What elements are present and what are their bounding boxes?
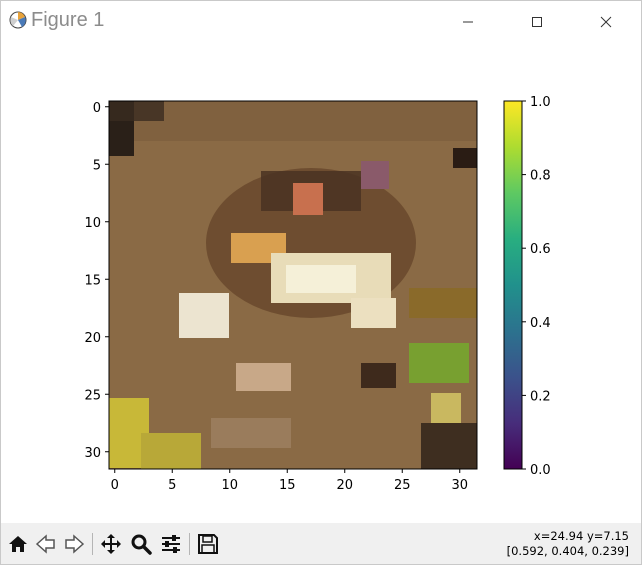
y-tick-label: 15 (84, 273, 101, 288)
x-tick-label: 0 (111, 478, 119, 493)
y-tick-label: 30 (84, 446, 101, 461)
home-icon (9, 536, 27, 552)
pan-button[interactable] (98, 531, 124, 557)
colorbar-frame (503, 100, 523, 470)
move-icon (101, 534, 121, 554)
y-tick-label: 10 (84, 216, 101, 231)
maximize-button[interactable] (522, 9, 552, 35)
y-tick-label: 5 (93, 158, 101, 173)
floppy-disk-icon (198, 534, 218, 554)
image-axes-frame (108, 100, 478, 470)
colorbar-tick-label: 0.6 (530, 242, 551, 257)
window-title: Figure 1 (31, 9, 105, 31)
cursor-coordinates: x=24.94 y=7.15 (533, 529, 629, 543)
colorbar-tick-label: 0.2 (530, 389, 551, 404)
y-tick-label: 20 (84, 331, 101, 346)
colorbar-tick-label: 0.8 (530, 169, 551, 184)
sliders-icon (162, 535, 180, 553)
y-tick-label: 25 (84, 388, 101, 403)
forward-arrow-icon (65, 534, 85, 554)
cursor-status: x=24.94 y=7.15 [0.592, 0.404, 0.239] (507, 529, 629, 559)
close-button[interactable] (591, 9, 621, 35)
plot-area: 0 5 10 15 20 25 30 0 5 10 15 20 25 30 0.0 0.2 0.4 0.6 0.8 1… (84, 95, 550, 493)
configure-subplots-button[interactable] (158, 531, 184, 557)
x-tick-label: 25 (394, 478, 411, 493)
title-bar[interactable]: Figure 1 (1, 1, 641, 43)
magnifier-icon (131, 534, 152, 555)
x-tick-label: 5 (168, 478, 176, 493)
x-tick-label: 30 (451, 478, 468, 493)
matplotlib-app-icon (9, 11, 27, 29)
zoom-button[interactable] (128, 531, 154, 557)
home-button[interactable] (5, 531, 31, 557)
x-tick-label: 10 (221, 478, 238, 493)
colorbar-tick-label: 0.4 (530, 316, 551, 331)
minimize-icon (463, 21, 473, 23)
navigation-toolbar: x=24.94 y=7.15 [0.592, 0.404, 0.239] (1, 523, 641, 564)
back-button[interactable] (33, 531, 59, 557)
forward-button[interactable] (61, 531, 87, 557)
image-heatmap (109, 101, 477, 469)
toolbar-separator (189, 533, 190, 555)
minimize-button[interactable] (453, 9, 483, 35)
close-icon (600, 16, 612, 28)
pixel-value: [0.592, 0.404, 0.239] (506, 544, 629, 558)
back-arrow-icon (35, 534, 55, 554)
colorbar-tick-label: 0.0 (530, 463, 551, 478)
x-tick-label: 15 (279, 478, 296, 493)
figure-canvas[interactable]: 0 5 10 15 20 25 30 0 5 10 15 20 25 30 0.0 0.2 0.4 0.6 0.8 1… (1, 43, 641, 523)
toolbar-separator (92, 533, 93, 555)
axis-ticks: 0 5 10 15 20 25 30 0 5 10 15 20 25 30 0.0 0.2 0.4 0.6 0.8 1… (84, 95, 550, 493)
save-button[interactable] (195, 531, 221, 557)
colorbar (504, 101, 522, 469)
colorbar-tick-label: 1.0 (530, 95, 551, 110)
maximize-icon (532, 17, 542, 27)
y-tick-label: 0 (93, 101, 101, 116)
x-tick-label: 20 (336, 478, 353, 493)
